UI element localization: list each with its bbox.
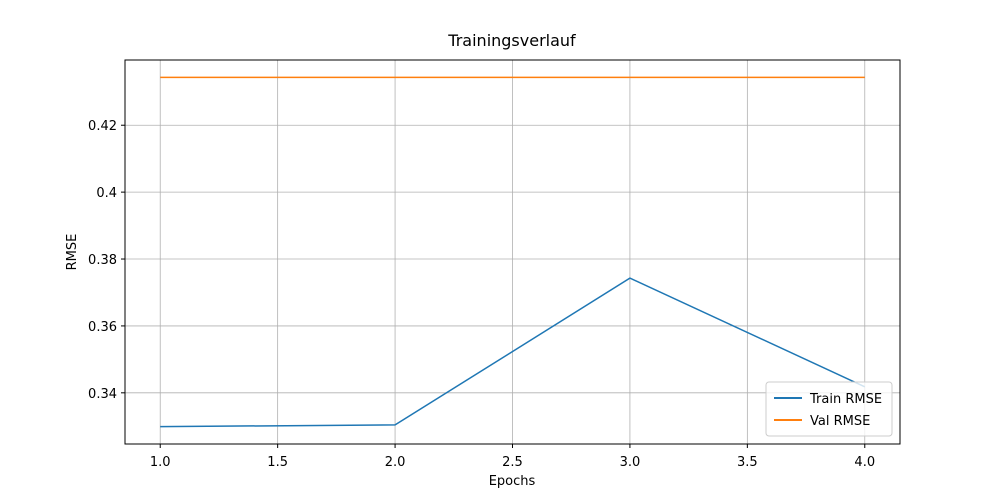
chart-title: Trainingsverlauf bbox=[447, 31, 576, 50]
legend-label: Val RMSE bbox=[810, 414, 870, 429]
plot-frame bbox=[124, 59, 901, 445]
y-tick-label: 0.38 bbox=[88, 253, 117, 268]
x-tick-label: 1.5 bbox=[267, 455, 288, 470]
x-axis-label: Epochs bbox=[489, 474, 536, 489]
series-line bbox=[160, 277, 866, 428]
y-tick-label: 0.42 bbox=[88, 119, 117, 134]
x-tick-label: 2.5 bbox=[502, 455, 523, 470]
y-tick-label: 0.4 bbox=[96, 186, 117, 201]
y-tick-label: 0.34 bbox=[88, 387, 117, 402]
x-tick-label: 4.0 bbox=[854, 455, 875, 470]
y-axis-label: RMSE bbox=[65, 234, 80, 271]
y-tick-label: 0.36 bbox=[88, 320, 117, 335]
x-tick-label: 3.5 bbox=[737, 455, 758, 470]
legend-label: Train RMSE bbox=[809, 392, 882, 407]
x-tick-label: 1.0 bbox=[150, 455, 171, 470]
x-tick-label: 3.0 bbox=[620, 455, 641, 470]
x-tick-label: 2.0 bbox=[385, 455, 406, 470]
legend-box bbox=[765, 381, 893, 437]
